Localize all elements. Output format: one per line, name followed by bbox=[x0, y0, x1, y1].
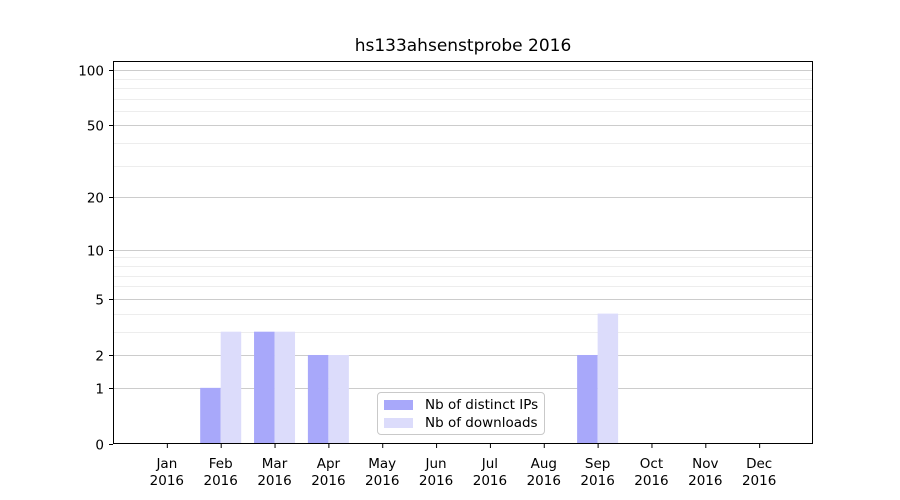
x-tick-label-jun: Jun 2016 bbox=[419, 456, 453, 489]
legend-swatch-distinct-ips-icon bbox=[384, 399, 413, 410]
bar-sep-downloads bbox=[597, 313, 619, 444]
y-tick-label: 5 bbox=[95, 292, 104, 308]
bar-feb-downloads bbox=[220, 331, 242, 444]
legend-label-downloads: Nb of downloads bbox=[425, 414, 538, 431]
gridlines-major bbox=[113, 70, 813, 389]
legend-entry-distinct-ips: Nb of distinct IPs bbox=[384, 397, 544, 413]
y-tick-label: 0 bbox=[95, 437, 104, 453]
legend-entry-downloads: Nb of downloads bbox=[384, 415, 544, 431]
y-tick-label: 2 bbox=[95, 348, 104, 364]
x-tick-label-dec: Dec 2016 bbox=[742, 456, 776, 489]
legend-label-distinct-ips: Nb of distinct IPs bbox=[425, 396, 539, 413]
bar-mar-downloads bbox=[274, 331, 296, 444]
plot-border bbox=[113, 61, 813, 444]
x-tick-label-mar: Mar 2016 bbox=[257, 456, 291, 489]
bar-feb-distinct-ips bbox=[200, 387, 221, 444]
y-tick-label: 1 bbox=[95, 381, 104, 397]
x-tick-label-jul: Jul 2016 bbox=[473, 456, 507, 489]
x-axis: Jan 2016 Feb 2016 Mar 2016 Apr 2016 May 2016 Jun 20… bbox=[150, 444, 776, 489]
x-tick-label-may: May 2016 bbox=[365, 456, 399, 489]
x-tick-label-sep: Sep 2016 bbox=[580, 456, 614, 489]
bar-apr-distinct-ips bbox=[307, 354, 329, 444]
x-tick-label-oct: Oct 2016 bbox=[634, 456, 668, 489]
x-tick-label-aug: Aug 2016 bbox=[527, 456, 561, 489]
y-tick-label: 20 bbox=[87, 190, 104, 206]
bar-sep-distinct-ips bbox=[577, 354, 598, 444]
x-tick-label-feb: Feb 2016 bbox=[204, 456, 238, 489]
chart-title: hs133ahsenstprobe 2016 bbox=[354, 36, 572, 56]
y-tick-label: 10 bbox=[87, 243, 104, 259]
y-axis: 0 1 2 5 10 20 50 100 bbox=[78, 63, 113, 453]
x-tick-label-jan: Jan 2016 bbox=[150, 456, 184, 489]
y-tick-label: 50 bbox=[87, 118, 104, 134]
bar-apr-downloads bbox=[328, 354, 349, 444]
gridlines-minor bbox=[113, 79, 813, 333]
bar-mar-distinct-ips bbox=[254, 331, 275, 444]
legend: Nb of distinct IPs Nb of downloads bbox=[377, 392, 545, 435]
x-tick-label-nov: Nov 2016 bbox=[688, 456, 722, 489]
x-tick-label-apr: Apr 2016 bbox=[311, 456, 345, 489]
bars bbox=[200, 313, 619, 444]
legend-swatch-downloads-icon bbox=[384, 417, 413, 428]
y-tick-label: 100 bbox=[78, 63, 104, 79]
